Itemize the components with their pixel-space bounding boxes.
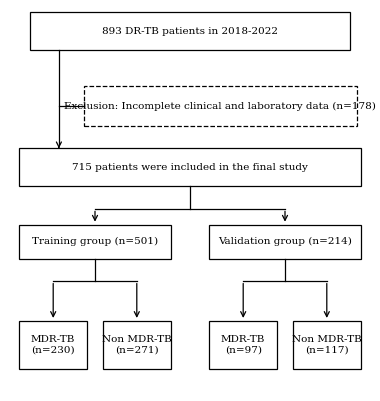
FancyBboxPatch shape xyxy=(19,321,87,369)
Text: Validation group (n=214): Validation group (n=214) xyxy=(218,237,352,246)
FancyBboxPatch shape xyxy=(19,148,361,186)
FancyBboxPatch shape xyxy=(209,225,361,259)
Text: 715 patients were included in the final study: 715 patients were included in the final … xyxy=(72,163,308,172)
FancyBboxPatch shape xyxy=(209,321,277,369)
Text: Exclusion: Incomplete clinical and laboratory data (n=178): Exclusion: Incomplete clinical and labor… xyxy=(65,102,376,111)
FancyBboxPatch shape xyxy=(103,321,171,369)
Text: 893 DR-TB patients in 2018-2022: 893 DR-TB patients in 2018-2022 xyxy=(102,26,278,36)
Text: MDR-TB
(n=97): MDR-TB (n=97) xyxy=(221,335,265,354)
FancyBboxPatch shape xyxy=(30,12,350,50)
FancyBboxPatch shape xyxy=(293,321,361,369)
FancyBboxPatch shape xyxy=(84,86,357,126)
FancyBboxPatch shape xyxy=(19,225,171,259)
Text: MDR-TB
(n=230): MDR-TB (n=230) xyxy=(31,335,75,354)
Text: Training group (n=501): Training group (n=501) xyxy=(32,237,158,246)
Text: Non MDR-TB
(n=271): Non MDR-TB (n=271) xyxy=(102,335,172,354)
Text: Non MDR-TB
(n=117): Non MDR-TB (n=117) xyxy=(292,335,362,354)
